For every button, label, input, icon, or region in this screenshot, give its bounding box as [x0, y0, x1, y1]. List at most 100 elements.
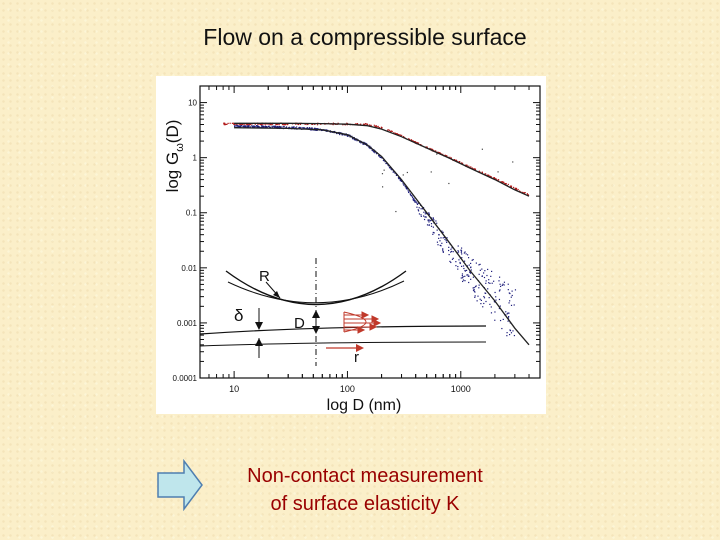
- data-point: [312, 123, 314, 125]
- y-axis-label-main: log G: [163, 152, 182, 193]
- data-point: [446, 237, 448, 239]
- data-point: [517, 188, 519, 191]
- data-point: [473, 288, 475, 291]
- data-point: [256, 126, 258, 128]
- data-point: [474, 168, 477, 170]
- data-point: [484, 292, 487, 294]
- data-point: [508, 302, 510, 304]
- data-point: [488, 279, 490, 281]
- data-point: [396, 133, 398, 135]
- data-point: [461, 257, 463, 259]
- data-point: [475, 285, 477, 287]
- data-point: [373, 151, 375, 153]
- blue-series: [234, 124, 517, 337]
- data-point: [420, 215, 422, 217]
- data-point: [320, 129, 323, 132]
- data-point: [460, 247, 463, 249]
- data-point: [509, 330, 512, 332]
- stray-point: [497, 171, 499, 173]
- data-point: [390, 168, 392, 170]
- data-point: [439, 244, 441, 247]
- data-point: [373, 124, 375, 126]
- data-point: [414, 200, 416, 202]
- data-point: [274, 126, 276, 128]
- data-point: [401, 134, 403, 136]
- data-point: [469, 272, 472, 274]
- data-point: [424, 213, 426, 215]
- data-point: [355, 139, 357, 141]
- data-point: [356, 123, 358, 125]
- data-point: [427, 220, 429, 222]
- data-point: [365, 142, 367, 145]
- svg-text:log Gω(D): log Gω(D): [163, 120, 186, 193]
- data-point: [294, 123, 297, 125]
- data-point: [262, 126, 265, 128]
- data-point: [518, 190, 521, 192]
- data-point: [408, 138, 410, 140]
- data-point: [439, 152, 442, 154]
- data-point: [293, 126, 295, 129]
- data-point: [405, 186, 408, 188]
- data-point: [499, 285, 502, 288]
- fit-line-2: [234, 127, 530, 346]
- data-point: [504, 183, 506, 185]
- data-point: [524, 192, 526, 194]
- data-point: [311, 127, 313, 129]
- data-point: [460, 277, 462, 279]
- data-point: [452, 257, 454, 259]
- data-point: [236, 126, 238, 128]
- data-point: [362, 123, 365, 125]
- data-point: [223, 122, 225, 124]
- data-point: [459, 261, 461, 264]
- data-point: [409, 193, 411, 195]
- data-point: [245, 126, 247, 128]
- data-point: [462, 280, 464, 283]
- data-point: [444, 155, 446, 157]
- data-point: [346, 122, 348, 124]
- data-point: [451, 247, 453, 249]
- data-point: [499, 289, 501, 291]
- data-point: [233, 123, 235, 125]
- data-point: [432, 226, 434, 228]
- data-point: [282, 126, 284, 128]
- data-point: [467, 275, 469, 277]
- data-point: [391, 169, 393, 171]
- data-point: [490, 306, 492, 308]
- data-point: [339, 133, 341, 136]
- data-point: [526, 193, 528, 195]
- data-point: [484, 270, 486, 272]
- data-point: [480, 299, 482, 301]
- data-point: [430, 225, 433, 227]
- data-point: [450, 248, 452, 250]
- delta-arrowhead-bottom: [255, 338, 263, 346]
- data-point: [463, 267, 465, 270]
- chart-figure: 10 100 1000 0.0001 0.001 0.01 0.1 1 10: [156, 76, 546, 414]
- data-point: [227, 122, 229, 124]
- data-point: [316, 124, 319, 126]
- data-point: [493, 177, 496, 179]
- data-point: [483, 302, 485, 305]
- data-point: [275, 123, 277, 126]
- data-point: [379, 156, 382, 159]
- stray-point: [512, 161, 514, 163]
- data-point: [511, 294, 513, 297]
- data-point: [502, 181, 504, 183]
- data-point: [380, 126, 383, 128]
- data-point: [495, 178, 497, 180]
- data-point: [390, 131, 392, 133]
- data-point: [481, 172, 484, 174]
- x-axis-label: log D (nm): [327, 397, 402, 414]
- data-point: [460, 250, 463, 252]
- data-point: [509, 329, 511, 331]
- data-point: [460, 162, 463, 164]
- data-point: [243, 124, 245, 126]
- data-point: [233, 123, 235, 126]
- data-point: [438, 151, 440, 154]
- y-tick-label: 1: [193, 154, 198, 163]
- data-point: [499, 305, 501, 307]
- data-point: [510, 185, 512, 187]
- data-point: [251, 125, 253, 127]
- data-point: [467, 257, 470, 259]
- data-point: [439, 240, 441, 242]
- data-point: [457, 265, 459, 268]
